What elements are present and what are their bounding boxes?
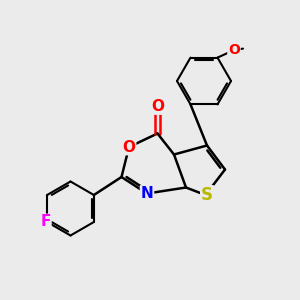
Text: O: O — [228, 43, 240, 57]
Text: S: S — [201, 186, 213, 204]
Text: F: F — [40, 214, 51, 230]
Text: O: O — [151, 99, 164, 114]
Text: O: O — [122, 140, 136, 154]
Text: N: N — [141, 186, 153, 201]
